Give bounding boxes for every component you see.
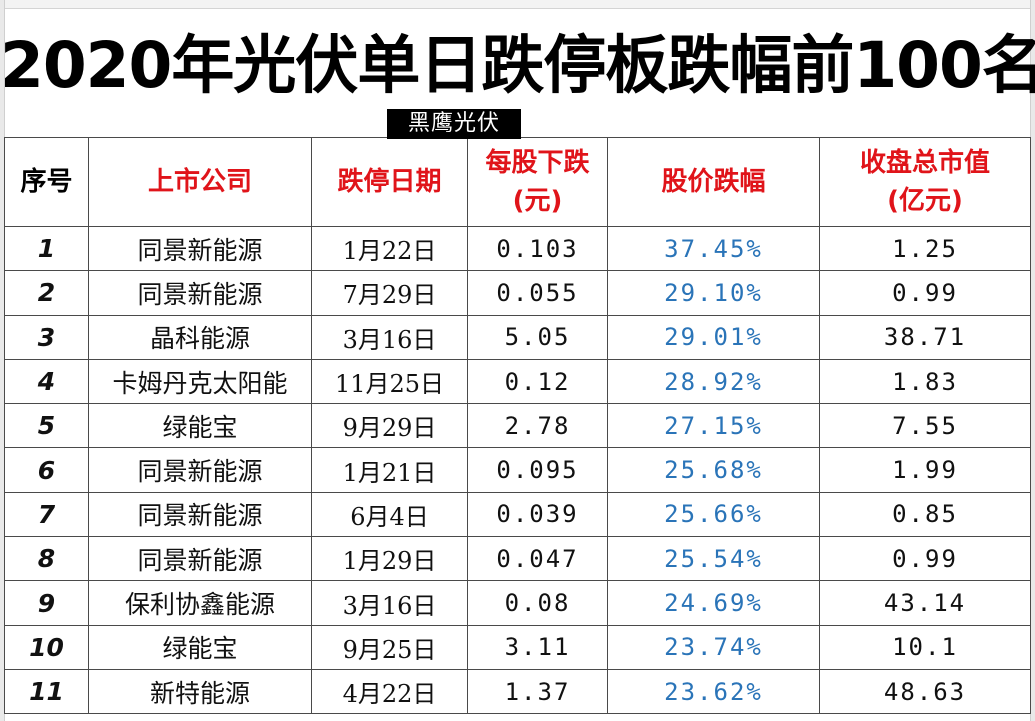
sheet-top-gridline <box>0 0 1035 9</box>
cell-cap: 7.55 <box>819 403 1031 449</box>
table-row: 7 同景新能源 6月4日 0.039 25.66% 0.85 <box>4 491 1031 538</box>
table-row: 4 卡姆丹克太阳能 11月25日 0.12 28.92% 1.83 <box>4 358 1031 405</box>
cell-company: 卡姆丹克太阳能 <box>88 358 312 405</box>
cell-cap: 38.71 <box>819 314 1031 360</box>
header-drop-line1: 每股下跌 <box>485 148 590 178</box>
cell-company: 同景新能源 <box>88 536 312 582</box>
cell-date: 1月22日 <box>311 225 468 272</box>
cell-company: 同景新能源 <box>88 447 312 493</box>
cell-drop: 0.039 <box>467 491 608 538</box>
cell-index: 11 <box>4 668 89 715</box>
cell-drop: 0.08 <box>467 580 608 626</box>
header-cap-line1: 收盘总市值 <box>859 148 990 178</box>
cell-company: 晶科能源 <box>88 314 312 360</box>
header-cap-line2: (亿元) <box>887 186 963 216</box>
cell-pct: 37.45% <box>607 225 820 272</box>
cell-cap: 48.63 <box>819 668 1031 715</box>
table-row: 1 同景新能源 1月22日 0.103 37.45% 1.25 <box>4 225 1031 272</box>
cell-index: 7 <box>4 491 89 538</box>
cell-pct: 25.68% <box>607 447 820 493</box>
table-row: 3 晶科能源 3月16日 5.05 29.01% 38.71 <box>4 314 1031 360</box>
cell-drop: 0.055 <box>467 270 608 316</box>
cell-date: 4月22日 <box>311 668 468 715</box>
table-row: 5 绿能宝 9月29日 2.78 27.15% 7.55 <box>4 403 1031 449</box>
table-row: 9 保利协鑫能源 3月16日 0.08 24.69% 43.14 <box>4 580 1031 626</box>
cell-index: 4 <box>4 358 89 405</box>
watermark-label: 黑鹰光伏 <box>387 109 521 139</box>
table-header: 序号 上市公司 跌停日期 每股下跌 (元) 股价跌幅 收盘总市值 (亿元) <box>4 137 1031 227</box>
cell-company: 绿能宝 <box>88 403 312 449</box>
cell-index: 1 <box>4 225 89 272</box>
cell-date: 1月29日 <box>311 536 468 582</box>
header-pct: 股价跌幅 <box>607 137 820 227</box>
table-row: 8 同景新能源 1月29日 0.047 25.54% 0.99 <box>4 536 1031 582</box>
cell-date: 9月29日 <box>311 403 468 449</box>
cell-index: 6 <box>4 447 89 493</box>
cell-drop: 0.095 <box>467 447 608 493</box>
header-row: 序号 上市公司 跌停日期 每股下跌 (元) 股价跌幅 收盘总市值 (亿元) <box>4 137 1031 227</box>
cell-cap: 0.99 <box>819 536 1031 582</box>
cell-index: 3 <box>4 314 89 360</box>
cell-pct: 29.01% <box>607 314 820 360</box>
table-row: 2 同景新能源 7月29日 0.055 29.10% 0.99 <box>4 270 1031 316</box>
page-title: 2020年光伏单日跌停板跌幅前100名 <box>0 29 1035 102</box>
table-body: 1 同景新能源 1月22日 0.103 37.45% 1.25 2 同景新能源 … <box>4 225 1031 715</box>
cell-date: 3月16日 <box>311 580 468 626</box>
cell-drop: 2.78 <box>467 403 608 449</box>
ranking-table: 序号 上市公司 跌停日期 每股下跌 (元) 股价跌幅 收盘总市值 (亿元) 1 … <box>4 137 1031 715</box>
cell-index: 9 <box>4 580 89 626</box>
cell-date: 6月4日 <box>311 491 468 538</box>
cell-cap: 1.83 <box>819 358 1031 405</box>
cell-company: 新特能源 <box>88 668 312 715</box>
cell-cap: 1.99 <box>819 447 1031 493</box>
header-cap: 收盘总市值 (亿元) <box>819 137 1031 227</box>
cell-drop: 5.05 <box>467 314 608 360</box>
header-drop: 每股下跌 (元) <box>467 137 608 227</box>
header-company: 上市公司 <box>88 137 312 227</box>
cell-pct: 27.15% <box>607 403 820 449</box>
cell-company: 绿能宝 <box>88 624 312 670</box>
cell-drop: 0.103 <box>467 225 608 272</box>
table-row: 6 同景新能源 1月21日 0.095 25.68% 1.99 <box>4 447 1031 493</box>
sheet-right-edge <box>1030 0 1035 721</box>
cell-company: 同景新能源 <box>88 270 312 316</box>
cell-company: 保利协鑫能源 <box>88 580 312 626</box>
header-date: 跌停日期 <box>311 137 468 227</box>
cell-cap: 0.85 <box>819 491 1031 538</box>
cell-date: 7月29日 <box>311 270 468 316</box>
cell-index: 10 <box>4 624 89 670</box>
cell-pct: 25.66% <box>607 491 820 538</box>
header-drop-line2: (元) <box>512 186 563 216</box>
cell-drop: 0.047 <box>467 536 608 582</box>
cell-drop: 0.12 <box>467 358 608 405</box>
cell-pct: 28.92% <box>607 358 820 405</box>
cell-date: 11月25日 <box>311 358 468 405</box>
cell-drop: 3.11 <box>467 624 608 670</box>
cell-index: 2 <box>4 270 89 316</box>
cell-pct: 23.74% <box>607 624 820 670</box>
cell-pct: 23.62% <box>607 668 820 715</box>
cell-cap: 10.1 <box>819 624 1031 670</box>
cell-pct: 25.54% <box>607 536 820 582</box>
cell-index: 8 <box>4 536 89 582</box>
cell-date: 1月21日 <box>311 447 468 493</box>
table-row: 10 绿能宝 9月25日 3.11 23.74% 10.1 <box>4 624 1031 670</box>
cell-date: 3月16日 <box>311 314 468 360</box>
cell-cap: 0.99 <box>819 270 1031 316</box>
cell-pct: 24.69% <box>607 580 820 626</box>
cell-drop: 1.37 <box>467 668 608 715</box>
cell-date: 9月25日 <box>311 624 468 670</box>
cell-cap: 1.25 <box>819 225 1031 272</box>
cell-cap: 43.14 <box>819 580 1031 626</box>
cell-company: 同景新能源 <box>88 491 312 538</box>
table-row: 11 新特能源 4月22日 1.37 23.62% 48.63 <box>4 668 1031 715</box>
cell-pct: 29.10% <box>607 270 820 316</box>
cell-index: 5 <box>4 403 89 449</box>
header-index: 序号 <box>4 137 89 227</box>
cell-company: 同景新能源 <box>88 225 312 272</box>
